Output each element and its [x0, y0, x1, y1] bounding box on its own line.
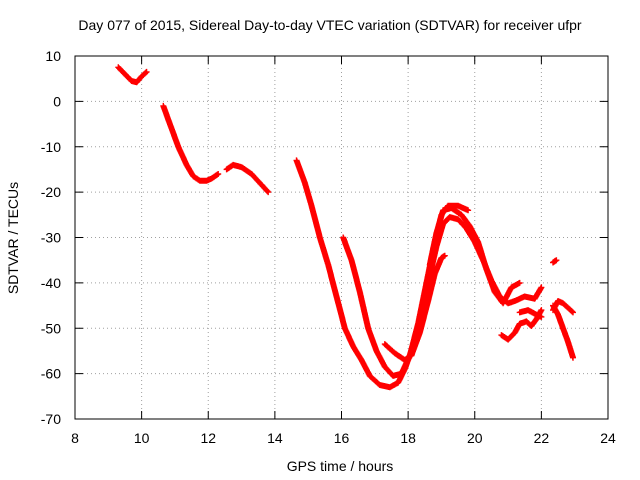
- data-points: [115, 64, 576, 391]
- marker-trail: [550, 302, 576, 361]
- series-arc-10: [550, 257, 560, 266]
- x-tick-label: 24: [600, 430, 616, 446]
- marker-trail: [115, 64, 150, 86]
- x-tick-label: 18: [400, 430, 416, 446]
- y-tick-label: -60: [41, 366, 61, 382]
- axis-ticks: 8 10 12 14 16 18 20 22 24 10 0 -10 -20 -30 -40 -50 -60 -7…: [41, 48, 616, 446]
- series-arc-3: [223, 161, 272, 196]
- series-arc-12: [550, 302, 576, 361]
- x-tick-label: 8: [71, 430, 79, 446]
- y-tick-label: -70: [41, 411, 61, 427]
- x-tick-label: 12: [200, 430, 216, 446]
- y-tick-label: -10: [41, 139, 61, 155]
- chart-title: Day 077 of 2015, Sidereal Day-to-day VTE…: [78, 17, 582, 33]
- y-tick-label: -40: [41, 275, 61, 291]
- series-arc-2: [160, 102, 222, 184]
- marker-trail: [550, 257, 560, 266]
- marker-trail: [223, 161, 272, 196]
- x-axis-label: GPS time / hours: [287, 458, 394, 474]
- y-tick-label: 0: [53, 93, 61, 109]
- y-axis-label: SDTVAR / TECUs: [5, 182, 21, 294]
- series-arc-9: [516, 307, 545, 320]
- marker-trail: [516, 307, 545, 320]
- y-tick-label: -20: [41, 184, 61, 200]
- marker-trail: [426, 205, 523, 307]
- y-tick-label: -50: [41, 320, 61, 336]
- x-tick-label: 10: [134, 430, 150, 446]
- series-arc-1: [115, 64, 150, 86]
- y-tick-label: 10: [45, 48, 61, 64]
- marker-trail: [381, 252, 448, 363]
- series-arc-6: [381, 252, 448, 363]
- x-tick-label: 20: [467, 430, 483, 446]
- x-tick-label: 14: [267, 430, 283, 446]
- y-tick-label: -30: [41, 230, 61, 246]
- series-arc-7: [426, 205, 523, 307]
- x-tick-label: 16: [334, 430, 350, 446]
- x-tick-label: 22: [534, 430, 550, 446]
- marker-trail: [160, 102, 222, 184]
